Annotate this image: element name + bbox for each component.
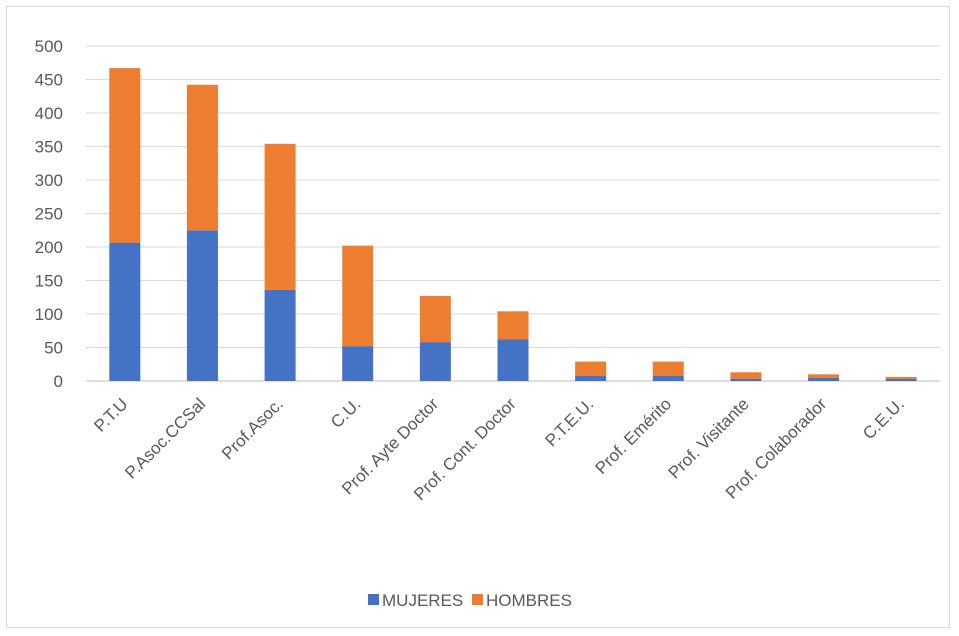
bar-mujeres-1 bbox=[186, 230, 218, 381]
x-axis-categories: P.T.UP.Asoc.CCSal Prof.Asoc. C.U.Prof. Ayt… bbox=[90, 394, 908, 504]
bar-hombres-0 bbox=[109, 68, 141, 243]
y-tick-label: 100 bbox=[35, 305, 63, 324]
bar-mujeres-0 bbox=[109, 242, 141, 381]
chart-frame bbox=[6, 6, 950, 628]
bar-hombres-5 bbox=[497, 311, 529, 340]
legend: MUJERES HOMBRES bbox=[368, 591, 572, 610]
bar-mujeres-2 bbox=[264, 289, 296, 381]
x-category-label: C.E.U. bbox=[859, 394, 908, 443]
x-category-label: Prof. Emérito bbox=[592, 394, 676, 478]
bars bbox=[109, 68, 917, 381]
bar-mujeres-10 bbox=[885, 378, 917, 381]
y-tick-label: 0 bbox=[54, 372, 63, 391]
bar-hombres-6 bbox=[575, 361, 607, 376]
y-tick-label: 150 bbox=[35, 272, 63, 291]
x-category-label: Prof.Asoc. bbox=[218, 394, 287, 463]
y-tick-label: 450 bbox=[35, 71, 63, 90]
bar-hombres-1 bbox=[186, 84, 218, 231]
bar-mujeres-4 bbox=[419, 342, 451, 381]
bar-hombres-9 bbox=[808, 374, 840, 378]
x-category-label: P.T.U bbox=[90, 394, 131, 435]
y-tick-label: 500 bbox=[35, 37, 63, 56]
bar-mujeres-3 bbox=[342, 346, 374, 381]
y-axis-ticks: 0 50 100 150 200 250 300 350 400 450 500 bbox=[35, 37, 63, 391]
legend-label-mujeres: MUJERES bbox=[382, 591, 463, 610]
bar-hombres-10 bbox=[885, 376, 917, 379]
bar-mujeres-5 bbox=[497, 339, 529, 381]
gridlines bbox=[86, 45, 940, 382]
y-tick-label: 200 bbox=[35, 238, 63, 257]
bar-hombres-2 bbox=[264, 143, 296, 290]
y-tick-label: 350 bbox=[35, 138, 63, 157]
legend-swatch-hombres bbox=[472, 594, 483, 605]
bar-mujeres-7 bbox=[652, 375, 684, 381]
bar-mujeres-8 bbox=[730, 378, 762, 381]
bar-hombres-3 bbox=[342, 245, 374, 347]
x-category-label: P.Asoc.CCSal bbox=[121, 394, 209, 482]
bar-hombres-7 bbox=[652, 361, 684, 376]
legend-swatch-mujeres bbox=[368, 594, 379, 605]
y-tick-label: 400 bbox=[35, 104, 63, 123]
y-tick-label: 300 bbox=[35, 171, 63, 190]
y-tick-label: 50 bbox=[44, 339, 63, 358]
bar-mujeres-6 bbox=[575, 375, 607, 381]
x-category-label: P.T.E.U. bbox=[541, 394, 597, 450]
x-category-label: Prof. Visitante bbox=[665, 394, 753, 482]
bar-hombres-8 bbox=[730, 372, 762, 379]
y-tick-label: 250 bbox=[35, 205, 63, 224]
x-category-label: C.U. bbox=[327, 394, 364, 431]
legend-label-hombres: HOMBRES bbox=[486, 591, 572, 610]
bar-mujeres-9 bbox=[808, 377, 840, 381]
bar-hombres-4 bbox=[419, 295, 451, 343]
